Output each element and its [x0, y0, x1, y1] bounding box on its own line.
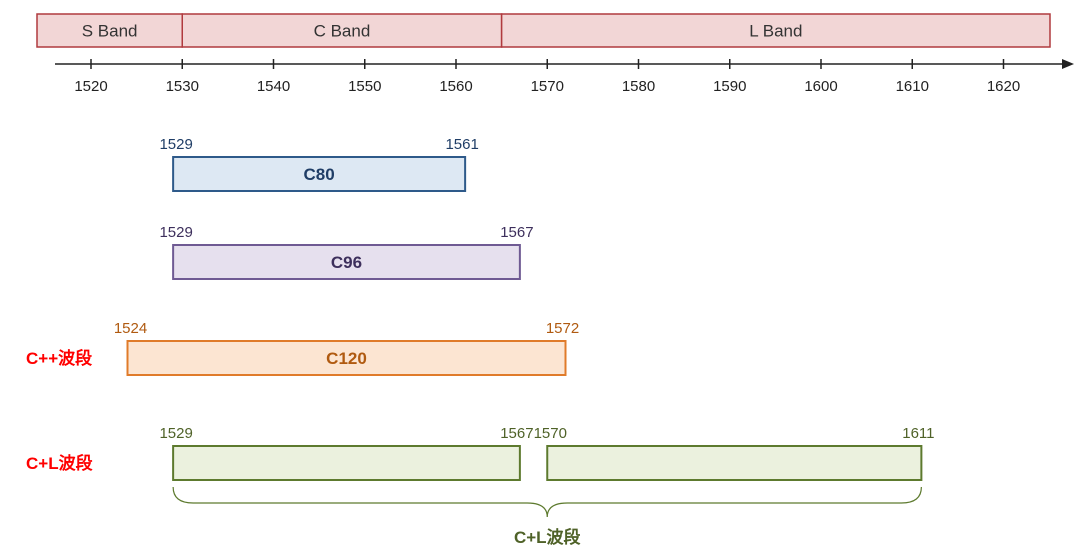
range-bar-label: C120 — [326, 349, 367, 368]
tick-label: 1620 — [987, 78, 1020, 95]
row-side-label: C+L波段 — [26, 453, 93, 473]
range-bar — [172, 244, 521, 280]
range-start-label: 1570 — [534, 425, 567, 442]
range-start-label: 1524 — [114, 320, 147, 337]
range-end-label: 1572 — [546, 320, 579, 337]
tick-label: 1590 — [713, 78, 746, 95]
band-label: S Band — [82, 22, 138, 41]
range-start-label: 1529 — [159, 425, 192, 442]
tick-label: 1610 — [896, 78, 929, 95]
range-bar — [172, 445, 521, 481]
range-bar — [546, 445, 923, 481]
range-bar-label: C80 — [304, 165, 335, 184]
range-start-label: 1529 — [159, 224, 192, 241]
range-start-label: 1529 — [159, 136, 192, 153]
band-c-band — [181, 13, 503, 48]
range-end-label: 1611 — [902, 425, 934, 442]
tick-label: 1530 — [166, 78, 199, 95]
range-end-label: 1561 — [445, 136, 478, 153]
band-s-band — [36, 13, 183, 48]
band-label: C Band — [314, 22, 371, 41]
tick-label: 1550 — [348, 78, 381, 95]
tick-label: 1540 — [257, 78, 290, 95]
band-label: L Band — [749, 22, 802, 41]
range-end-label: 1567 — [500, 425, 533, 442]
tick-label: 1600 — [804, 78, 837, 95]
tick-label: 1580 — [622, 78, 655, 95]
brace-label: C+L波段 — [514, 527, 581, 547]
tick-label: 1560 — [439, 78, 472, 95]
tick-label: 1520 — [74, 78, 107, 95]
band-l-band — [500, 13, 1051, 48]
range-bar — [172, 156, 467, 192]
tick-label: 1570 — [531, 78, 564, 95]
range-bar — [126, 340, 567, 376]
row-side-label: C++波段 — [26, 348, 92, 368]
axis-arrow-icon — [1062, 59, 1074, 69]
range-bar-label: C96 — [331, 253, 362, 272]
brace-icon — [172, 486, 922, 518]
range-end-label: 1567 — [500, 224, 533, 241]
